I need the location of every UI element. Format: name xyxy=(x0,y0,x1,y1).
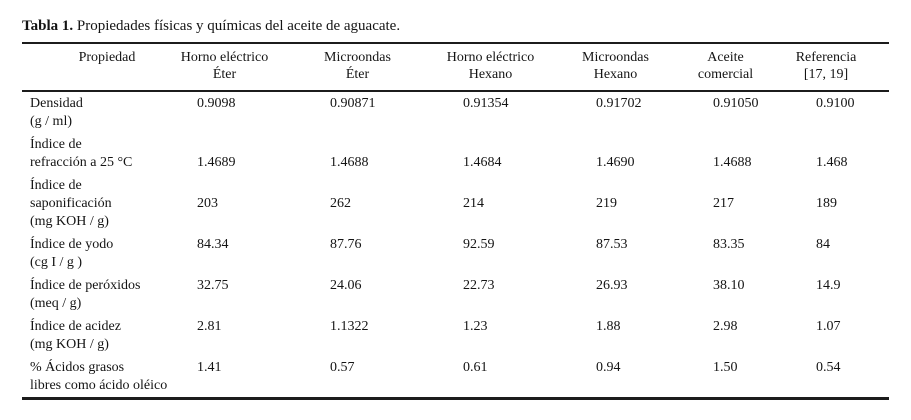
value-cell: 92.59 xyxy=(463,237,495,252)
value-cell: 1.4689 xyxy=(197,155,236,170)
property-line: Densidad xyxy=(30,96,83,111)
value-cell: 219 xyxy=(596,196,617,211)
property-line: libres como ácido oléico xyxy=(30,378,168,393)
value-cell: 217 xyxy=(713,196,734,211)
header-line: Propiedad xyxy=(78,50,136,65)
header-line: Microondas xyxy=(582,50,649,65)
value-cell: 0.91354 xyxy=(463,96,509,111)
header-aceite-comercial: Aceite comercial xyxy=(688,43,791,92)
header-line: Referencia xyxy=(795,50,857,65)
property-cell: Índice de acidez (mg KOH / g) xyxy=(22,315,172,356)
header-row: Propiedad Horno eléctrico Éter Microonda… xyxy=(22,43,889,92)
value-cell: 1.4684 xyxy=(463,155,502,170)
value-cell: 0.9100 xyxy=(816,96,855,111)
value-cell: 203 xyxy=(197,196,218,211)
property-line: Índice de xyxy=(30,137,82,152)
value-cell: 0.90871 xyxy=(330,96,376,111)
property-cell: % Ácidos grasos libres como ácido oléico xyxy=(22,356,172,399)
header-line: Éter xyxy=(212,67,237,82)
page: Tabla 1. Propiedades físicas y químicas … xyxy=(22,16,911,400)
header-line: [17, 19] xyxy=(803,67,849,82)
value-cell: 262 xyxy=(330,196,351,211)
table-header: Propiedad Horno eléctrico Éter Microonda… xyxy=(22,43,889,92)
value-cell: 2.81 xyxy=(197,319,222,334)
property-cell: Índice de saponificación (mg KOH / g) xyxy=(22,174,172,233)
value-cell: 24.06 xyxy=(330,278,362,293)
value-cell: 1.07 xyxy=(816,319,841,334)
header-referencia: Referencia [17, 19] xyxy=(791,43,889,92)
property-line: Índice de yodo xyxy=(30,237,114,252)
value-cell: 1.41 xyxy=(197,360,222,375)
property-line: Índice de peróxidos xyxy=(30,278,141,293)
value-cell: 2.98 xyxy=(713,319,738,334)
value-cell: 1.468 xyxy=(816,155,848,170)
value-cell: 83.35 xyxy=(713,237,745,252)
table-row: Densidad (g / ml) 0.9098 0.90871 0.91354… xyxy=(22,91,889,133)
property-cell: Índice de peróxidos (meq / g) xyxy=(22,274,172,315)
header-propiedad: Propiedad xyxy=(22,43,172,92)
property-line: (g / ml) xyxy=(30,114,72,129)
header-line: Hexano xyxy=(468,67,513,82)
property-line: refracción a 25 °C xyxy=(30,155,133,170)
value-cell: 87.53 xyxy=(596,237,628,252)
table-row: Índice de refracción a 25 °C 1.4689 1.46… xyxy=(22,133,889,174)
header-horno-hexano: Horno eléctrico Hexano xyxy=(438,43,571,92)
table-row: Índice de saponificación (mg KOH / g) 20… xyxy=(22,174,889,233)
property-line: (cg I / g ) xyxy=(30,255,83,270)
property-line: (mg KOH / g) xyxy=(30,337,109,352)
header-line: Horno eléctrico xyxy=(446,50,535,65)
value-cell: 14.9 xyxy=(816,278,841,293)
property-line: (mg KOH / g) xyxy=(30,214,109,229)
table-caption-text: Propiedades físicas y químicas del aceit… xyxy=(76,18,401,34)
value-cell: 0.57 xyxy=(330,360,355,375)
header-microondas-hexano: Microondas Hexano xyxy=(571,43,688,92)
header-line: Microondas xyxy=(324,50,391,65)
value-cell: 1.4688 xyxy=(713,155,752,170)
value-cell: 1.1322 xyxy=(330,319,369,334)
header-line: comercial xyxy=(697,67,754,82)
table-body: Densidad (g / ml) 0.9098 0.90871 0.91354… xyxy=(22,91,889,399)
value-cell: 0.61 xyxy=(463,360,488,375)
property-cell: Índice de yodo (cg I / g ) xyxy=(22,233,172,274)
header-microondas-eter: Microondas Éter xyxy=(305,43,438,92)
header-line: Hexano xyxy=(593,67,638,82)
value-cell: 189 xyxy=(816,196,837,211)
properties-table: Propiedad Horno eléctrico Éter Microonda… xyxy=(22,42,889,400)
value-cell: 0.91702 xyxy=(596,96,642,111)
value-cell: 214 xyxy=(463,196,484,211)
property-cell: Densidad (g / ml) xyxy=(22,91,172,133)
value-cell: 0.91050 xyxy=(713,96,759,111)
value-cell: 32.75 xyxy=(197,278,229,293)
value-cell: 1.23 xyxy=(463,319,488,334)
table-row: Índice de peróxidos (meq / g) 32.75 24.0… xyxy=(22,274,889,315)
property-line: Índice de acidez xyxy=(30,319,121,334)
value-cell: 87.76 xyxy=(330,237,362,252)
property-line: % Ácidos grasos xyxy=(30,360,125,375)
value-cell: 1.50 xyxy=(713,360,738,375)
property-cell: Índice de refracción a 25 °C xyxy=(22,133,172,174)
value-cell: 1.4690 xyxy=(596,155,635,170)
value-cell: 0.94 xyxy=(596,360,621,375)
value-cell: 84.34 xyxy=(197,237,229,252)
property-line: Índice de xyxy=(30,178,82,193)
property-line: saponificación xyxy=(30,196,112,211)
table-row: Índice de yodo (cg I / g ) 84.34 87.76 9… xyxy=(22,233,889,274)
header-line: Éter xyxy=(345,67,370,82)
header-line: Aceite xyxy=(707,50,744,65)
value-cell: 38.10 xyxy=(713,278,745,293)
value-cell: 22.73 xyxy=(463,278,495,293)
value-cell: 1.88 xyxy=(596,319,621,334)
value-cell: 0.54 xyxy=(816,360,841,375)
value-cell: 1.4688 xyxy=(330,155,369,170)
property-line: (meq / g) xyxy=(30,296,82,311)
value-cell: 0.9098 xyxy=(197,96,236,111)
table-row: % Ácidos grasos libres como ácido oléico… xyxy=(22,356,889,399)
table-row: Índice de acidez (mg KOH / g) 2.81 1.132… xyxy=(22,315,889,356)
table-caption: Tabla 1. Propiedades físicas y químicas … xyxy=(22,16,911,36)
value-cell: 84 xyxy=(816,237,830,252)
table-caption-label: Tabla 1. xyxy=(22,18,74,34)
header-line: Horno eléctrico xyxy=(180,50,269,65)
value-cell: 26.93 xyxy=(596,278,628,293)
header-horno-eter: Horno eléctrico Éter xyxy=(172,43,305,92)
